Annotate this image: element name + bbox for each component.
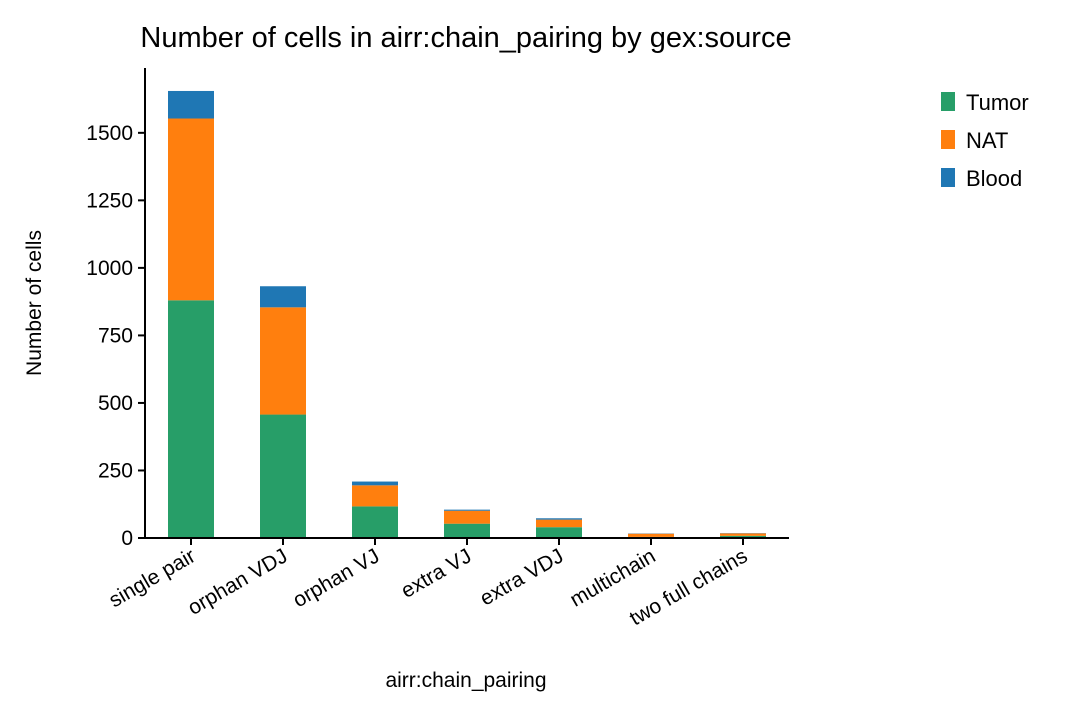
legend: Tumor NAT Blood [941,90,1029,191]
y-axis-label: Number of cells [23,230,46,376]
y-tick-label: 1000 [86,257,133,280]
bar-blood-3 [444,509,490,511]
bar-blood-1 [260,286,306,308]
x-tick-label: orphan VJ [289,544,383,612]
bar-nat-1 [260,307,306,415]
bar-nat-5 [628,533,674,537]
x-axis-label: airr:chain_pairing [385,669,546,692]
bar-blood-4 [536,518,582,520]
bar-tumor-6 [720,535,766,538]
legend-label-nat: NAT [966,128,1008,153]
legend-label-tumor: Tumor [966,90,1029,115]
y-tick-label: 1250 [86,189,133,212]
bar-tumor-4 [536,527,582,538]
x-tick-label: extra VJ [397,544,475,602]
bar-tumor-3 [444,523,490,538]
bar-tumor-2 [352,506,398,538]
bar-nat-6 [720,533,766,536]
bar-blood-0 [168,90,214,119]
bar-nat-2 [352,485,398,507]
bar-tumor-1 [260,414,306,538]
y-tick-label: 1500 [86,122,133,145]
y-tick-label: 750 [98,324,133,347]
legend-swatch-blood [941,168,955,187]
x-tick-label: orphan VDJ [184,544,292,619]
bar-blood-2 [352,481,398,486]
y-tick-label: 500 [98,392,133,415]
legend-swatch-tumor [941,92,955,111]
bar-nat-3 [444,510,490,524]
legend-swatch-nat [941,130,955,149]
y-axis: 0 250 500 750 1000 1250 1500 [86,68,146,550]
legend-label-blood: Blood [966,166,1022,191]
bar-tumor-0 [168,300,214,538]
bar-nat-4 [536,519,582,528]
bars-group [168,90,766,538]
bar-nat-0 [168,118,214,301]
y-tick-label: 250 [98,459,133,482]
x-tick-label: extra VDJ [476,544,567,610]
y-tick-label: 0 [121,527,133,550]
chart-title: Number of cells in airr:chain_pairing by… [140,22,791,54]
